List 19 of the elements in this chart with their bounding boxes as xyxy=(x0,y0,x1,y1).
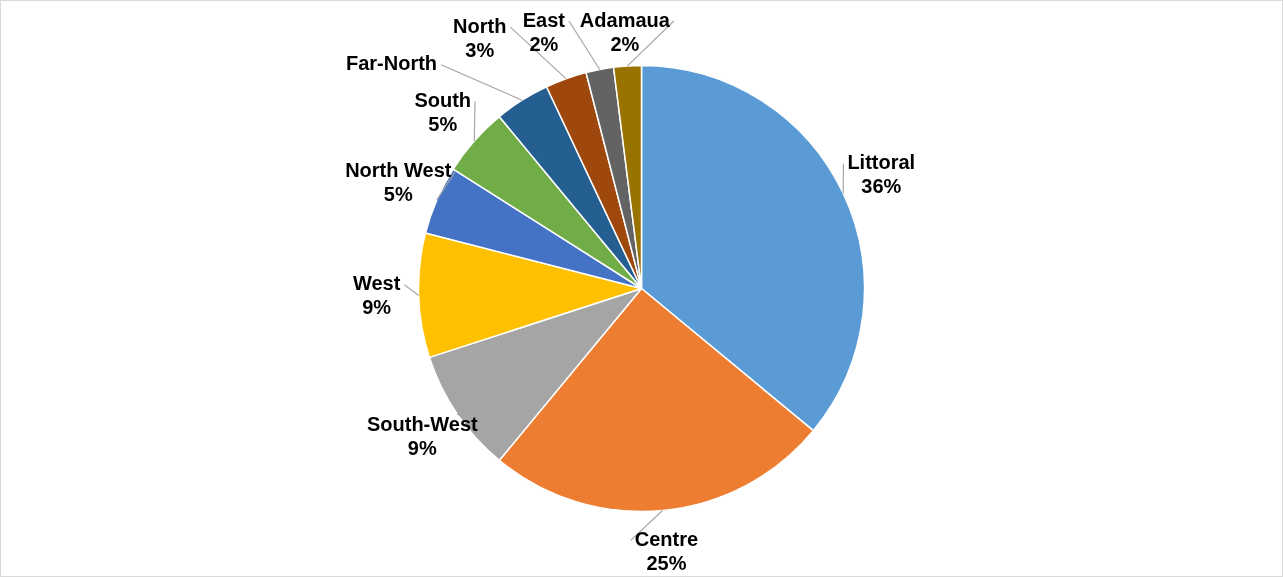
slice-label: South xyxy=(414,88,472,111)
data-label: 2% xyxy=(529,32,559,55)
slice-label: Littoral xyxy=(847,151,916,174)
slice-label: South-West xyxy=(366,412,479,435)
data-label: 5% xyxy=(428,112,458,135)
data-label: 9% xyxy=(407,436,437,459)
data-label: 9% xyxy=(362,296,392,319)
slice-label: West xyxy=(352,272,401,295)
data-label: 3% xyxy=(465,38,495,61)
slice-label: Centre xyxy=(634,527,699,550)
data-label: 25% xyxy=(646,551,687,574)
data-label: 5% xyxy=(383,182,413,205)
slice-label: North xyxy=(453,14,507,37)
slice-label: North West xyxy=(345,158,452,181)
slice-label: Far-North xyxy=(345,52,438,75)
slice-label: Adamaua xyxy=(579,8,671,31)
slice-label: East xyxy=(522,8,566,31)
data-label: 36% xyxy=(861,175,902,198)
data-label: 2% xyxy=(610,32,640,55)
